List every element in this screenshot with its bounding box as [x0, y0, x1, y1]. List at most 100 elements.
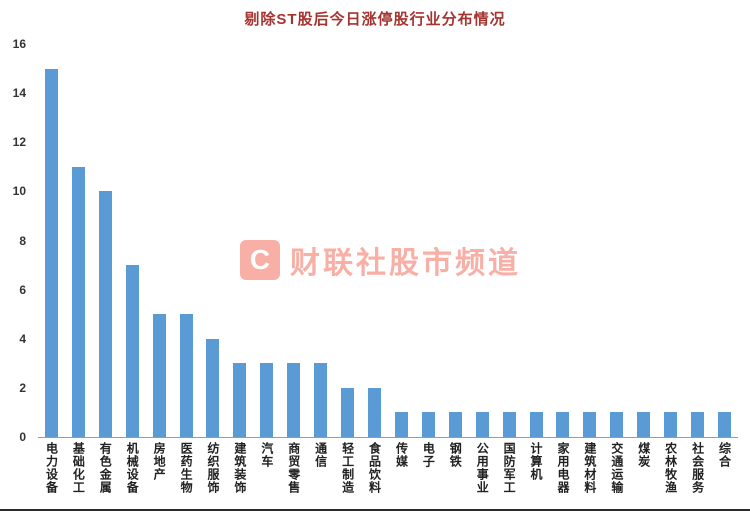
x-axis-label: 建筑材料	[582, 442, 597, 494]
x-axis-label: 公用事业	[475, 442, 490, 494]
x-label-column: 轻工制造	[334, 442, 361, 494]
bar-column	[415, 44, 442, 437]
x-axis-label: 食品饮料	[367, 442, 382, 494]
x-label-column: 传媒	[388, 442, 415, 494]
bar	[44, 68, 58, 437]
bar	[691, 412, 705, 437]
x-label-column: 公用事业	[469, 442, 496, 494]
bar-column	[173, 44, 200, 437]
bar	[341, 387, 355, 437]
bar-column	[496, 44, 523, 437]
bar	[664, 412, 678, 437]
bar	[421, 412, 435, 437]
bar-column	[469, 44, 496, 437]
bar	[287, 363, 301, 437]
bar	[206, 338, 220, 437]
x-label-column: 农林牧渔	[657, 442, 684, 494]
bar	[314, 363, 328, 437]
bar-column	[657, 44, 684, 437]
x-axis-label: 房地产	[152, 442, 167, 481]
bar	[556, 412, 570, 437]
bar-column	[630, 44, 657, 437]
bar-column	[146, 44, 173, 437]
y-axis: 0 2 4 6 8 10 12 14 16	[0, 37, 32, 444]
x-axis-label: 纺织服饰	[205, 442, 220, 494]
bar-column	[442, 44, 469, 437]
x-label-column: 纺织服饰	[200, 442, 227, 494]
x-label-column: 计算机	[523, 442, 550, 494]
bar	[260, 363, 274, 437]
x-axis-label: 综合	[717, 442, 732, 468]
bar-column	[684, 44, 711, 437]
bar	[98, 191, 112, 437]
chart-title: 剔除ST股后今日涨停股行业分布情况	[244, 11, 506, 28]
bar	[233, 363, 247, 437]
x-label-column: 房地产	[146, 442, 173, 494]
x-axis-label: 机械设备	[125, 442, 140, 494]
bar-column	[119, 44, 146, 437]
x-axis: 电力设备 基础化工 有色金属 机械设备 房地产 医药生物 纺织服饰 建筑装饰 汽车 商贸零售 通信轻…	[38, 442, 738, 494]
plot-area	[38, 44, 738, 438]
y-tick-label: 14	[12, 86, 26, 101]
bar-column	[200, 44, 227, 437]
bar-column	[307, 44, 334, 437]
bar-column	[576, 44, 603, 437]
y-tick-label: 4	[19, 331, 26, 346]
y-tick-label: 0	[19, 430, 26, 444]
bar-column	[253, 44, 280, 437]
x-label-column: 有色金属	[92, 442, 119, 494]
bar	[637, 412, 651, 437]
bar-column	[361, 44, 388, 437]
x-axis-label: 农林牧渔	[663, 442, 678, 494]
x-axis-label: 建筑装饰	[232, 442, 247, 494]
x-axis-label: 社会服务	[690, 442, 705, 494]
x-axis-label: 医药生物	[179, 442, 194, 494]
bar	[394, 412, 408, 437]
bar-column	[711, 44, 738, 437]
x-axis-label: 轻工制造	[340, 442, 355, 494]
y-tick-label: 6	[19, 282, 26, 297]
bar-column	[334, 44, 361, 437]
x-label-column: 通信	[307, 442, 334, 494]
x-axis-label: 商贸零售	[286, 442, 301, 494]
x-axis-label: 钢铁	[448, 442, 463, 468]
bar	[502, 412, 516, 437]
x-label-column: 家用电器	[550, 442, 577, 494]
bar-column	[388, 44, 415, 437]
y-tick-label: 16	[12, 37, 26, 51]
y-tick-label: 12	[12, 135, 26, 150]
bar	[125, 265, 139, 437]
x-label-column: 电子	[415, 442, 442, 494]
x-axis-label: 交通运输	[609, 442, 624, 494]
bar-column	[65, 44, 92, 437]
x-axis-label: 传媒	[394, 442, 409, 468]
bar-column	[92, 44, 119, 437]
bar-column	[38, 44, 65, 437]
x-label-column: 社会服务	[684, 442, 711, 494]
bar	[152, 314, 166, 437]
x-label-column: 交通运输	[603, 442, 630, 494]
x-label-column: 汽车	[253, 442, 280, 494]
x-label-column: 煤炭	[630, 442, 657, 494]
bar-column	[226, 44, 253, 437]
x-axis-label: 家用电器	[555, 442, 570, 494]
bar-column	[603, 44, 630, 437]
bar-column	[523, 44, 550, 437]
bar-column	[550, 44, 577, 437]
x-axis-label: 基础化工	[71, 442, 86, 494]
x-label-column: 国防军工	[496, 442, 523, 494]
x-label-column: 医药生物	[173, 442, 200, 494]
bar	[368, 387, 382, 437]
y-tick-label: 10	[12, 184, 26, 199]
bar	[610, 412, 624, 437]
x-axis-label: 煤炭	[636, 442, 651, 468]
bar	[71, 166, 85, 437]
bar	[529, 412, 543, 437]
x-label-column: 食品饮料	[361, 442, 388, 494]
x-label-column: 电力设备	[38, 442, 65, 494]
bar	[448, 412, 462, 437]
x-label-column: 建筑材料	[576, 442, 603, 494]
x-label-column: 商贸零售	[280, 442, 307, 494]
x-axis-label: 汽车	[259, 442, 274, 468]
